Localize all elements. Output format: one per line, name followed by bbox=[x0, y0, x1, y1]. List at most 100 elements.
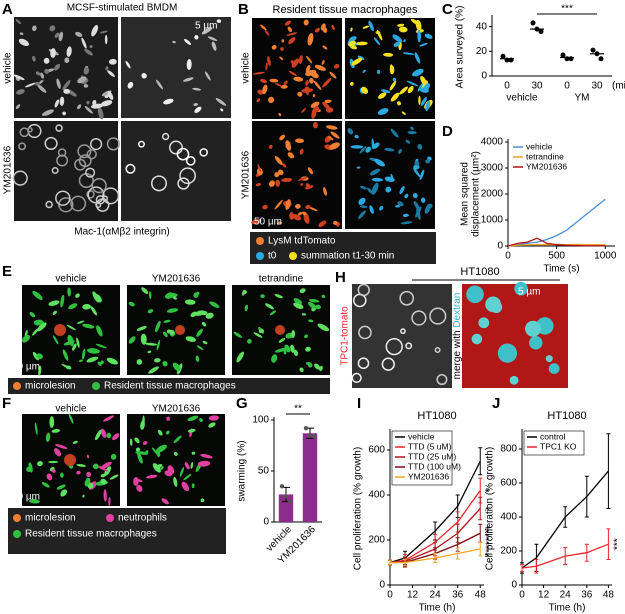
cell bbox=[529, 336, 543, 350]
cell bbox=[419, 169, 425, 181]
x-tick-label: 36 bbox=[452, 590, 464, 601]
scale-label: 50 µm bbox=[254, 217, 282, 228]
line bbox=[389, 460, 481, 564]
legend-label: vehicle bbox=[526, 141, 553, 151]
cell bbox=[15, 104, 21, 110]
cell bbox=[87, 348, 100, 354]
cell bbox=[356, 41, 368, 46]
cell bbox=[18, 38, 29, 47]
cell bbox=[46, 473, 53, 481]
panel-letter: D bbox=[442, 123, 453, 140]
x-tick-label: 12 bbox=[538, 590, 550, 601]
cell bbox=[163, 319, 171, 323]
cell bbox=[282, 163, 287, 168]
cell bbox=[472, 287, 481, 297]
row-label: YM201636 bbox=[241, 150, 252, 199]
cell bbox=[51, 429, 61, 433]
cell bbox=[328, 136, 334, 141]
cell bbox=[76, 337, 80, 348]
cell bbox=[195, 355, 200, 362]
cell bbox=[56, 78, 61, 89]
caption-highlight: Dextran bbox=[452, 293, 463, 328]
cell bbox=[271, 354, 278, 363]
legend-label: YM201636 bbox=[526, 161, 567, 171]
x-tick-label: 12 bbox=[407, 590, 419, 601]
cell bbox=[54, 448, 62, 457]
column-label: YM201636 bbox=[152, 404, 201, 415]
y-tick-label: 100 bbox=[252, 415, 269, 426]
cell bbox=[135, 447, 141, 452]
cell bbox=[77, 76, 87, 84]
cell bbox=[280, 47, 284, 51]
cell bbox=[260, 78, 267, 84]
cell bbox=[412, 192, 418, 199]
cell bbox=[405, 139, 411, 144]
cell bbox=[374, 158, 385, 167]
y-axis-label: Cell proliferation (% growth) bbox=[353, 447, 364, 570]
column-label: YM201636 bbox=[152, 274, 201, 285]
cell bbox=[38, 365, 42, 376]
cell bbox=[54, 32, 60, 38]
cell bbox=[354, 134, 359, 139]
cell bbox=[85, 167, 96, 178]
cell bbox=[358, 210, 366, 220]
column-label: vehicle bbox=[55, 404, 87, 415]
cell bbox=[216, 19, 222, 23]
cell bbox=[306, 55, 313, 64]
point bbox=[598, 56, 604, 62]
cell bbox=[402, 213, 409, 217]
cell bbox=[253, 332, 263, 338]
cell bbox=[156, 339, 161, 351]
cell bbox=[376, 29, 383, 41]
cell bbox=[92, 463, 99, 470]
cell bbox=[91, 177, 107, 194]
cell bbox=[100, 461, 112, 469]
cell bbox=[37, 461, 43, 467]
cell bbox=[367, 187, 373, 194]
cell bbox=[200, 453, 213, 459]
cell bbox=[63, 340, 75, 346]
cell bbox=[277, 169, 284, 176]
cell bbox=[106, 432, 112, 439]
cell bbox=[305, 362, 312, 365]
y-tick-label: 0 bbox=[511, 580, 517, 591]
cell bbox=[257, 89, 264, 95]
x-tick-label: 30 bbox=[591, 81, 603, 92]
cell bbox=[413, 167, 421, 178]
y-tick-label: 3000 bbox=[481, 163, 504, 174]
cell bbox=[287, 26, 292, 33]
legend-swatch bbox=[92, 382, 100, 390]
cell bbox=[200, 498, 205, 503]
x-axis-label: Time (s) bbox=[543, 264, 579, 275]
cell bbox=[77, 144, 92, 159]
cell bbox=[257, 163, 261, 173]
cell bbox=[478, 317, 490, 329]
cell bbox=[333, 220, 338, 225]
cell bbox=[351, 57, 363, 66]
y-tick-label: 0 bbox=[379, 580, 385, 591]
cell bbox=[155, 444, 167, 453]
cell bbox=[194, 310, 206, 316]
panel-letter: E bbox=[2, 263, 12, 280]
cell bbox=[403, 39, 406, 43]
cell bbox=[373, 37, 380, 45]
legend-label: LysM tdTomato bbox=[268, 236, 336, 247]
cell bbox=[155, 320, 161, 333]
cell bbox=[173, 476, 178, 487]
cell bbox=[151, 447, 159, 456]
column-label: tetrandine bbox=[259, 274, 304, 285]
cell bbox=[215, 98, 227, 106]
cell bbox=[51, 469, 56, 473]
cell bbox=[264, 30, 270, 36]
cell bbox=[137, 452, 143, 464]
cell bbox=[400, 328, 406, 335]
cell bbox=[407, 130, 417, 135]
cell bbox=[32, 290, 43, 300]
cell bbox=[322, 101, 331, 110]
cell bbox=[55, 190, 71, 206]
cell bbox=[265, 62, 268, 71]
cell bbox=[377, 69, 381, 75]
cell bbox=[285, 199, 291, 210]
cell bbox=[236, 351, 244, 363]
cell bbox=[191, 451, 196, 455]
